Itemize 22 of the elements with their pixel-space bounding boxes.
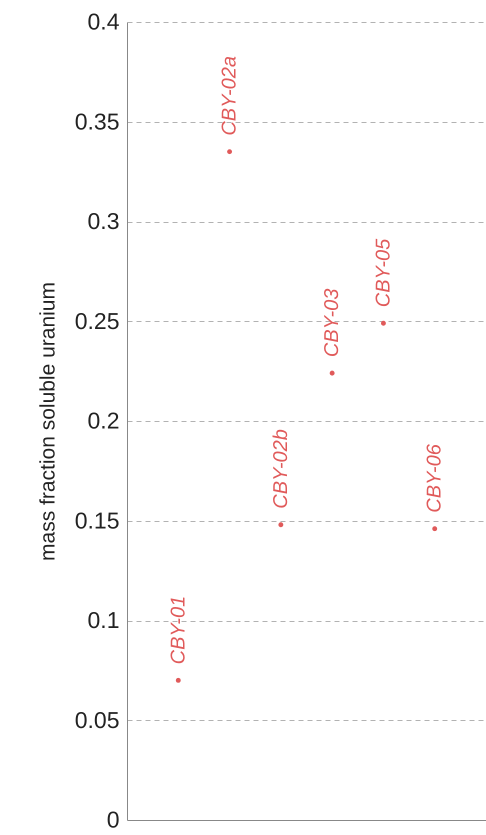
y-tick-label: 0.4 <box>88 8 120 34</box>
annotation: CBY-02b <box>270 429 292 509</box>
y-tick-label: 0.2 <box>88 408 120 434</box>
y-axis-title: mass fraction soluble uranium <box>36 282 60 561</box>
point <box>176 678 181 683</box>
y-tick-label: 0.05 <box>74 706 120 733</box>
annotation: CBY-02a <box>218 56 241 136</box>
annotation: CBY-01 <box>167 596 190 664</box>
point <box>330 370 335 376</box>
y-tick-label: 0.3 <box>88 208 120 234</box>
annotation: CBY-03 <box>321 288 344 358</box>
y-tick-label: 0.1 <box>88 607 120 633</box>
y-tick-label: 0.15 <box>74 507 120 534</box>
point <box>227 149 232 154</box>
y-tick-label: 0 <box>106 806 120 832</box>
point <box>380 320 386 326</box>
annotation: CBY-05 <box>372 238 394 308</box>
y-tick-label: 0.35 <box>74 108 120 134</box>
annotation: CBY-06 <box>424 443 446 513</box>
point <box>432 526 438 532</box>
y-tick-label: 0.25 <box>74 308 120 334</box>
point <box>278 522 284 528</box>
